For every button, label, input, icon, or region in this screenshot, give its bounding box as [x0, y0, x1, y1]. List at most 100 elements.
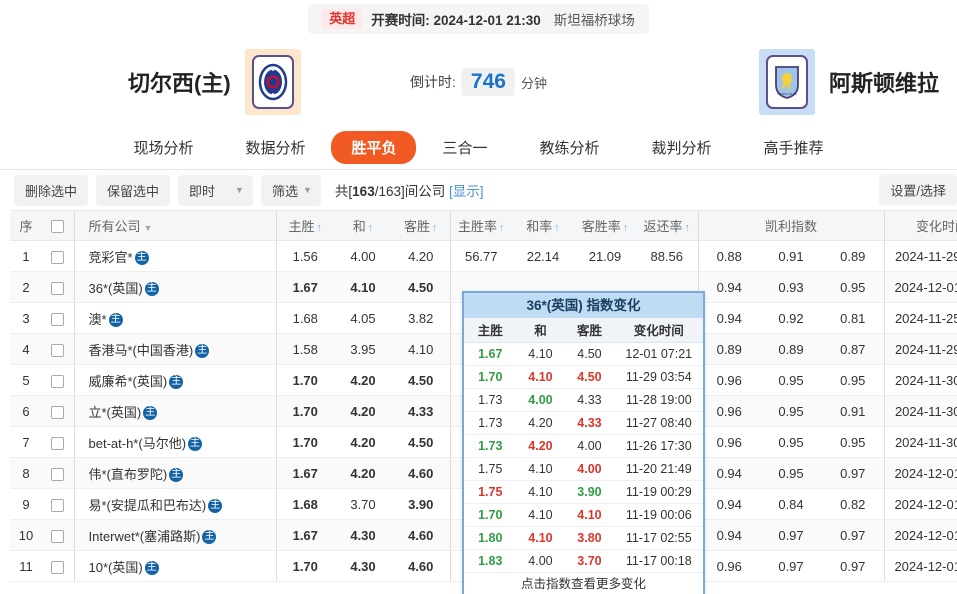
cell-draw-odds[interactable]: 4.00: [334, 240, 392, 272]
popup-row[interactable]: 1.73 4.20 4.00 11-26 17:30: [464, 434, 703, 458]
popup-row[interactable]: 1.70 4.10 4.50 11-29 03:54: [464, 365, 703, 389]
cell-home-odds[interactable]: 1.70: [275, 395, 334, 427]
cell-draw-odds[interactable]: 4.30: [334, 550, 392, 582]
cell-draw-odds[interactable]: 4.05: [334, 302, 392, 334]
cell-checkbox[interactable]: [42, 519, 74, 551]
tab-expert-picks[interactable]: 高手推荐: [763, 140, 824, 157]
cell-away-odds[interactable]: 4.50: [392, 271, 450, 303]
cell-company[interactable]: 威廉希*(英国) 主: [73, 364, 276, 396]
row-checkbox[interactable]: [51, 374, 65, 388]
row-checkbox[interactable]: [51, 343, 65, 357]
cell-home-odds[interactable]: 1.70: [275, 550, 334, 582]
popup-row[interactable]: 1.73 4.00 4.33 11-28 19:00: [464, 388, 703, 412]
mode-select[interactable]: 即时 ▼: [178, 174, 253, 206]
cell-home-odds[interactable]: 1.67: [275, 271, 334, 303]
delete-selected-button[interactable]: 删除选中: [14, 174, 89, 206]
tab-live-analysis[interactable]: 现场分析: [133, 140, 194, 157]
row-checkbox[interactable]: [51, 405, 65, 419]
cell-home-odds[interactable]: 1.67: [275, 519, 334, 551]
tab-three-in-one[interactable]: 三合一: [442, 140, 488, 157]
tab-referee-analysis[interactable]: 裁判分析: [651, 140, 712, 157]
popup-row[interactable]: 1.75 4.10 4.00 11-20 21:49: [464, 457, 703, 481]
popup-row[interactable]: 1.75 4.10 3.90 11-19 00:29: [464, 480, 703, 504]
show-link[interactable]: [显示]: [449, 184, 484, 199]
table-row[interactable]: 8 伟*(直布罗陀) 主 1.67 4.20 4.60 0.94 0.95 0.97 2024-1…: [10, 457, 957, 489]
cell-home-odds[interactable]: 1.70: [275, 364, 334, 396]
cell-away-odds[interactable]: 3.82: [392, 302, 450, 334]
cell-checkbox[interactable]: [42, 364, 74, 396]
th-return-rate[interactable]: 返还率 ↑: [636, 210, 698, 241]
row-checkbox[interactable]: [51, 281, 65, 295]
cell-checkbox[interactable]: [42, 488, 74, 520]
cell-draw-odds[interactable]: 4.20: [334, 426, 392, 458]
cell-home-odds[interactable]: 1.68: [275, 302, 334, 334]
tab-win-draw-loss[interactable]: 胜平负: [331, 131, 417, 164]
row-checkbox[interactable]: [51, 498, 65, 512]
cell-checkbox[interactable]: [42, 302, 74, 334]
th-company[interactable]: 所有公司 ▼: [73, 210, 276, 241]
away-team[interactable]: ASTON VILLA 阿斯顿维拉: [758, 49, 939, 115]
cell-away-odds[interactable]: 3.90: [392, 488, 450, 520]
cell-company[interactable]: 36*(英国) 主: [73, 271, 276, 303]
cell-checkbox[interactable]: [42, 333, 74, 365]
cell-draw-odds[interactable]: 3.95: [334, 333, 392, 365]
cell-away-odds[interactable]: 4.20: [392, 240, 450, 272]
cell-home-odds[interactable]: 1.58: [275, 333, 334, 365]
settings-select-button[interactable]: 设置/选择: [879, 174, 957, 206]
tab-coach-analysis[interactable]: 教练分析: [539, 140, 600, 157]
th-index[interactable]: 序: [10, 210, 42, 241]
cell-checkbox[interactable]: [42, 457, 74, 489]
popup-row[interactable]: 1.67 4.10 4.50 12-01 07:21: [464, 342, 703, 366]
popup-row[interactable]: 1.73 4.20 4.33 11-27 08:40: [464, 411, 703, 435]
cell-home-odds[interactable]: 1.70: [275, 426, 334, 458]
cell-checkbox[interactable]: [42, 395, 74, 427]
table-row[interactable]: 1 竞彩官* 主 1.56 4.00 4.20 56.77 22.14 21.09 88.56 0.…: [10, 240, 957, 272]
cell-home-odds[interactable]: 1.56: [275, 240, 334, 272]
row-checkbox[interactable]: [51, 436, 65, 450]
cell-away-odds[interactable]: 4.10: [392, 333, 450, 365]
cell-company[interactable]: 立*(英国) 主: [73, 395, 276, 427]
row-checkbox[interactable]: [51, 560, 65, 574]
table-row[interactable]: 9 易*(安提瓜和巴布达) 主 1.68 3.70 3.90 0.94 0.84 0.82 202…: [10, 488, 957, 520]
tab-data-analysis[interactable]: 数据分析: [245, 140, 306, 157]
home-team[interactable]: 切尔西(主): [128, 49, 301, 115]
cell-draw-odds[interactable]: 4.10: [334, 271, 392, 303]
keep-selected-button[interactable]: 保留选中: [96, 174, 171, 206]
row-checkbox[interactable]: [51, 312, 65, 326]
cell-company[interactable]: 易*(安提瓜和巴布达) 主: [73, 488, 276, 520]
row-checkbox[interactable]: [51, 250, 65, 264]
cell-checkbox[interactable]: [42, 550, 74, 582]
row-checkbox[interactable]: [51, 467, 65, 481]
th-away-win[interactable]: 客胜 ↑: [392, 210, 450, 241]
popup-row[interactable]: 1.83 4.00 3.70 11-17 00:18: [464, 549, 703, 573]
cell-draw-odds[interactable]: 4.30: [334, 519, 392, 551]
cell-draw-odds[interactable]: 4.20: [334, 457, 392, 489]
th-home-win-rate[interactable]: 主胜率 ↑: [449, 210, 512, 241]
select-all-checkbox[interactable]: [51, 220, 65, 234]
cell-away-odds[interactable]: 4.33: [392, 395, 450, 427]
cell-company[interactable]: bet-at-h*(马尔他) 主: [73, 426, 276, 458]
cell-away-odds[interactable]: 4.50: [392, 426, 450, 458]
th-draw[interactable]: 和 ↑: [334, 210, 392, 241]
th-draw-rate[interactable]: 和率 ↑: [512, 210, 574, 241]
cell-checkbox[interactable]: [42, 271, 74, 303]
popup-row[interactable]: 1.70 4.10 4.10 11-19 00:06: [464, 503, 703, 527]
cell-draw-odds[interactable]: 4.20: [334, 364, 392, 396]
th-change-time[interactable]: 变化时间↑: [883, 210, 957, 241]
cell-company[interactable]: 竞彩官* 主: [73, 240, 276, 272]
cell-company[interactable]: 10*(英国) 主: [73, 550, 276, 582]
cell-away-odds[interactable]: 4.50: [392, 364, 450, 396]
cell-home-odds[interactable]: 1.68: [275, 488, 334, 520]
cell-company[interactable]: 香港马*(中国香港) 主: [73, 333, 276, 365]
cell-company[interactable]: 伟*(直布罗陀) 主: [73, 457, 276, 489]
cell-away-odds[interactable]: 4.60: [392, 550, 450, 582]
cell-checkbox[interactable]: [42, 240, 74, 272]
cell-draw-odds[interactable]: 4.20: [334, 395, 392, 427]
cell-company[interactable]: Interwet*(塞浦路斯) 主: [73, 519, 276, 551]
cell-home-odds[interactable]: 1.67: [275, 457, 334, 489]
row-checkbox[interactable]: [51, 529, 65, 543]
filter-select[interactable]: 筛选 ▼: [260, 174, 321, 206]
th-home-win[interactable]: 主胜 ↑: [275, 210, 334, 241]
popup-row[interactable]: 1.80 4.10 3.80 11-17 02:55: [464, 526, 703, 550]
th-away-win-rate[interactable]: 客胜率 ↑: [574, 210, 636, 241]
